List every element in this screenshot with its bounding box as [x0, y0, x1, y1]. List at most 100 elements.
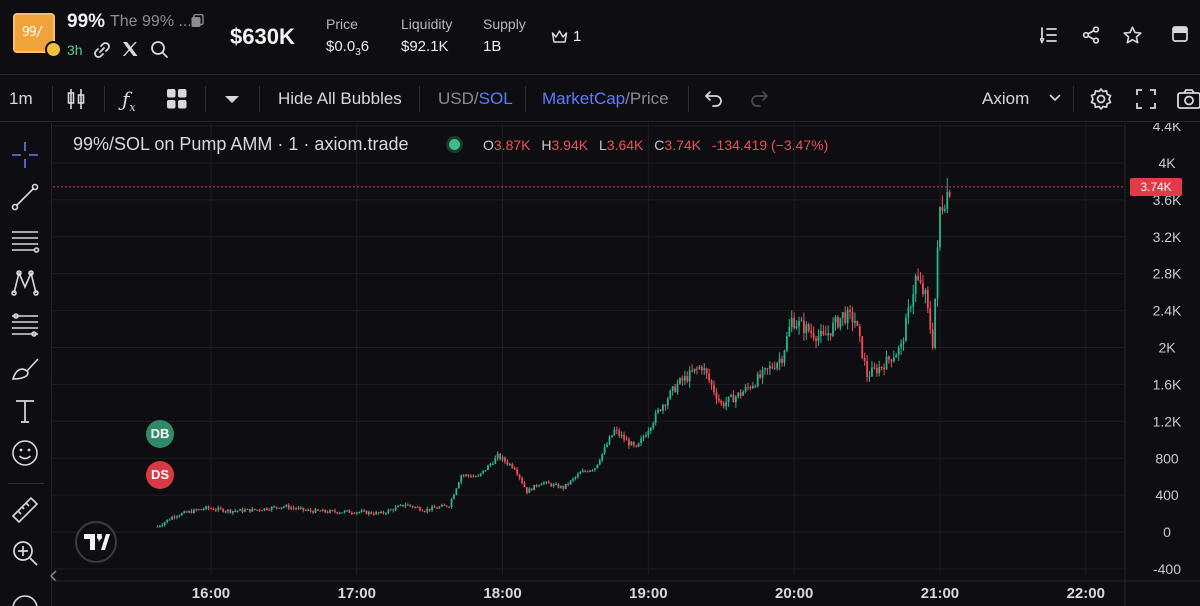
indicators-button[interactable]: ƒx: [122, 87, 136, 114]
dev-sell-bubble[interactable]: DS: [146, 461, 174, 489]
candle-body: [931, 329, 934, 348]
price-value: $0.036: [326, 38, 370, 58]
currency-toggle[interactable]: USD/SOL: [438, 89, 513, 108]
candle-body: [530, 488, 533, 491]
candle-body: [880, 366, 883, 368]
token-logo[interactable]: 99/: [13, 13, 55, 53]
current-price-tag: 3.74K: [1130, 177, 1182, 196]
candle-body: [888, 356, 890, 360]
candle-body: [380, 511, 382, 514]
candle-body: [790, 317, 793, 328]
trend-line-icon[interactable]: [10, 182, 40, 212]
x-twitter-icon[interactable]: [121, 40, 139, 58]
candle-body: [781, 358, 783, 363]
candle-body: [319, 510, 322, 512]
tradingview-logo[interactable]: [75, 521, 117, 563]
candle-body: [810, 330, 813, 333]
candle-body: [793, 317, 796, 329]
magnet-icon[interactable]: [10, 593, 40, 606]
candle-body: [756, 374, 759, 387]
candle-body: [895, 354, 898, 358]
layout-grid-icon[interactable]: [167, 89, 187, 109]
candle-body: [207, 506, 210, 509]
candle-body: [499, 453, 502, 460]
x-tick-label: 20:00: [775, 585, 813, 602]
chevron-down-icon[interactable]: [224, 95, 240, 105]
candle-body: [387, 509, 390, 514]
candle-body: [606, 444, 608, 448]
candle-body: [669, 390, 672, 399]
ruler-icon[interactable]: [10, 495, 40, 525]
candle-body: [603, 447, 606, 454]
text-tool-icon[interactable]: [10, 396, 40, 426]
panel-layout-icon[interactable]: [1172, 26, 1188, 42]
candle-body: [265, 508, 268, 510]
candle-body: [263, 508, 266, 511]
candle-body: [909, 307, 912, 309]
y-tick-label: 1.2K: [1153, 413, 1182, 429]
hide-bubbles-button[interactable]: Hide All Bubbles: [278, 89, 402, 108]
emoji-icon[interactable]: [10, 438, 40, 468]
candle-body: [399, 504, 402, 506]
candlestick-chart[interactable]: 4.4K4K3.6K3.2K2.8K2.4K2K1.6K1.2K8004000-…: [53, 123, 1200, 606]
candle-body: [180, 513, 183, 516]
provider-select[interactable]: Axiom: [982, 76, 1061, 122]
candle-body: [402, 504, 404, 507]
brush-icon[interactable]: [10, 353, 40, 383]
y-tick-label: 2K: [1158, 340, 1176, 356]
drawing-tools-sidebar: [0, 123, 57, 606]
redo-icon[interactable]: [750, 91, 768, 107]
undo-icon[interactable]: [705, 91, 723, 107]
candle-body: [737, 392, 740, 397]
candle-body: [433, 506, 436, 508]
share-icon[interactable]: [1082, 26, 1100, 44]
copy-icon[interactable]: [191, 14, 204, 28]
candle-body: [686, 376, 689, 382]
candle-body: [188, 511, 190, 513]
candle-body: [256, 509, 259, 511]
dev-buy-bubble[interactable]: DB: [146, 420, 174, 448]
candle-body: [679, 378, 681, 384]
candle-body: [579, 472, 582, 475]
star-icon[interactable]: [1123, 26, 1142, 44]
candle-body: [440, 505, 443, 507]
candle-body: [448, 506, 451, 508]
candle-body: [406, 504, 409, 506]
candlestick-type-icon[interactable]: [66, 88, 86, 110]
candle-body: [363, 510, 365, 512]
collapse-chevron-icon[interactable]: [50, 570, 58, 582]
candle-body: [377, 512, 380, 514]
horizontal-lines-icon[interactable]: [10, 225, 40, 255]
pattern-tool-icon[interactable]: [10, 267, 40, 297]
candle-body: [474, 476, 477, 478]
candle-body: [696, 368, 698, 370]
y-tick-label: 2.8K: [1153, 266, 1182, 282]
candle-body: [348, 510, 351, 513]
candle-body: [214, 509, 217, 511]
candle-body: [948, 191, 951, 197]
metric-toggle[interactable]: MarketCap/Price: [542, 89, 669, 108]
search-icon[interactable]: [150, 40, 169, 59]
candle-body: [749, 387, 752, 389]
candle-body: [423, 511, 426, 513]
candle-body: [856, 320, 859, 326]
crosshair-icon[interactable]: [10, 140, 40, 170]
interval-selector[interactable]: 1m: [9, 89, 33, 108]
camera-icon[interactable]: [1177, 89, 1200, 109]
link-icon[interactable]: [92, 40, 112, 60]
candle-body: [844, 312, 847, 323]
holders-count[interactable]: 1: [551, 28, 581, 45]
fullscreen-icon[interactable]: [1136, 89, 1156, 109]
candle-body: [766, 368, 769, 370]
fib-retracement-icon[interactable]: [10, 310, 40, 340]
candle-body: [212, 508, 215, 510]
candle-body: [190, 511, 193, 514]
candle-body: [251, 508, 254, 512]
zoom-in-icon[interactable]: [10, 538, 40, 568]
price-chart[interactable]: 4.4K 4K 3.6K 3.2K 2.8K 2.4K 2K 1.6K 1.2K 800 400 0-…: [53, 123, 1200, 606]
list-settings-icon[interactable]: [1040, 26, 1057, 44]
settings-gear-icon[interactable]: [1089, 87, 1113, 111]
candle-body: [907, 307, 910, 318]
candle-body: [273, 506, 276, 508]
candle-body: [691, 370, 694, 372]
